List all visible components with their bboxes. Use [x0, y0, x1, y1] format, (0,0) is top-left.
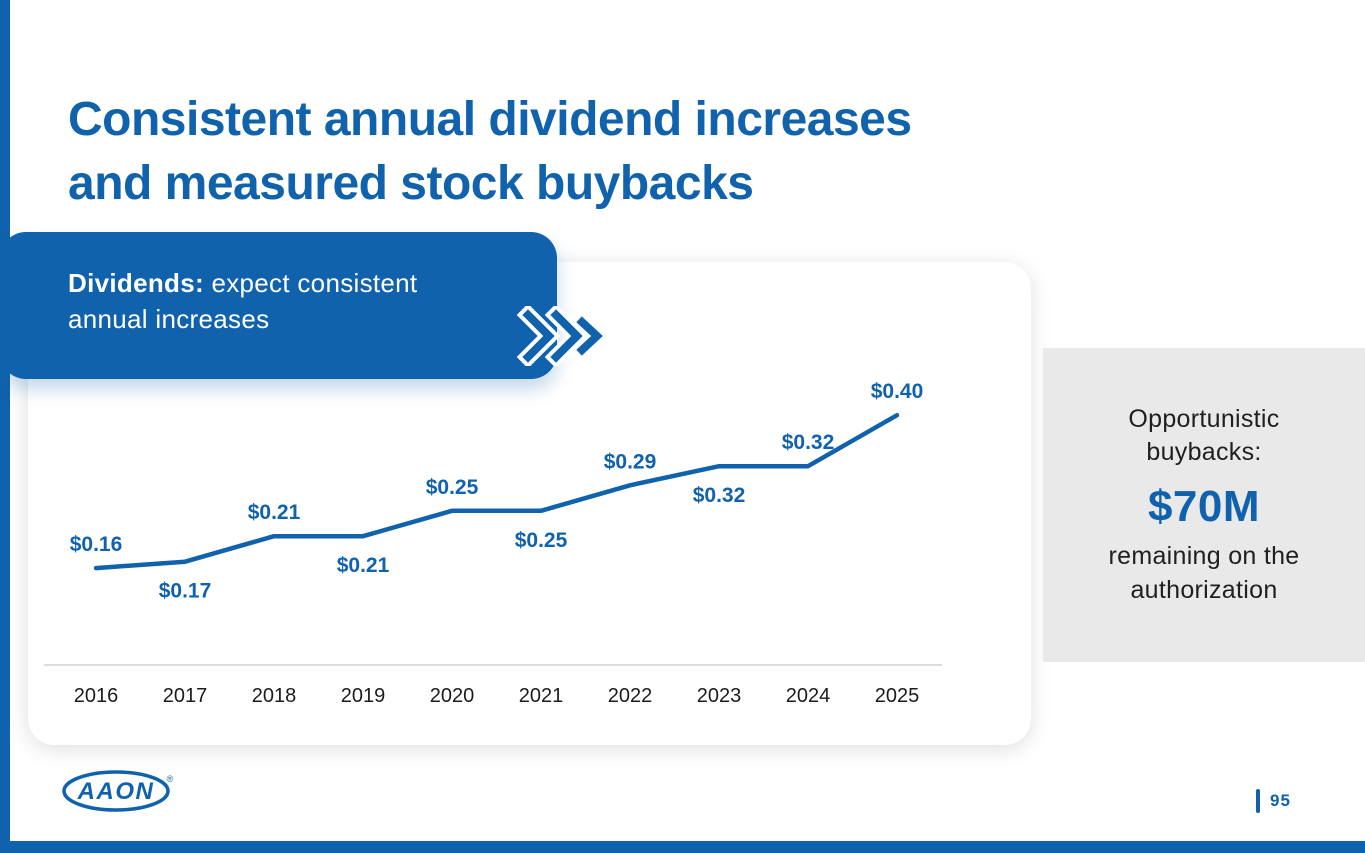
buybacks-caption: remaining on the authorization	[1108, 540, 1299, 608]
double-chevron-right-icon	[516, 306, 606, 366]
data-label: $0.40	[871, 380, 924, 403]
buybacks-caption-line2: authorization	[1130, 575, 1278, 604]
x-axis-label: 2025	[875, 685, 920, 707]
buybacks-heading-line1: Opportunistic	[1128, 404, 1280, 433]
dividends-callout-line1: expect consistent	[211, 268, 418, 298]
dividend-chart: $0.16 2016 $0.17 2017 $0.21 2018 $0.21 2019 $0.2…	[44, 380, 942, 707]
data-label: $0.16	[70, 533, 123, 556]
data-label: $0.17	[159, 580, 212, 603]
page-number-divider	[1256, 789, 1260, 813]
data-label: $0.21	[248, 501, 301, 524]
data-label: $0.32	[782, 431, 835, 454]
dividends-callout-text: Dividends: expect consistent annual incr…	[0, 232, 557, 338]
data-label: $0.25	[515, 529, 568, 552]
buybacks-caption-line1: remaining on the	[1108, 542, 1300, 570]
bottom-accent-bar	[0, 841, 1365, 853]
buybacks-heading-line2: buybacks:	[1146, 438, 1262, 467]
x-axis-label: 2017	[163, 685, 208, 707]
x-axis-label: 2023	[697, 685, 742, 707]
x-axis-label: 2018	[252, 685, 297, 707]
x-axis-label: 2016	[74, 685, 119, 707]
x-axis-label: 2021	[519, 685, 564, 707]
x-axis-label: 2019	[341, 685, 386, 707]
slide-title: Consistent annual dividend increases and …	[68, 88, 1168, 215]
dividends-callout-line2: annual increases	[68, 303, 270, 334]
slide-title-line1: Consistent annual dividend increases	[68, 93, 912, 147]
data-label: $0.32	[693, 484, 746, 507]
left-accent-bar	[0, 0, 10, 853]
slide-title-line2: and measured stock buybacks	[68, 156, 754, 210]
page-number-block: 95	[1256, 789, 1291, 813]
page-number: 95	[1270, 791, 1291, 810]
buybacks-heading: Opportunistic buybacks:	[1128, 403, 1279, 471]
aaon-logo-mark: ®	[167, 774, 174, 784]
aaon-logo: AAON ®	[62, 770, 174, 812]
buybacks-amount: $70M	[1147, 482, 1261, 531]
dividends-callout-label: Dividends:	[68, 268, 204, 298]
x-axis-label: 2022	[608, 685, 653, 707]
data-label: $0.21	[337, 554, 390, 577]
dividends-callout: Dividends: expect consistent annual incr…	[0, 232, 557, 379]
buybacks-panel: Opportunistic buybacks: $70M remaining o…	[1043, 348, 1365, 662]
x-axis-label: 2024	[786, 685, 831, 707]
data-label: $0.29	[604, 450, 657, 473]
x-axis-label: 2020	[430, 685, 475, 707]
aaon-logo-text: AAON	[77, 778, 155, 805]
data-label: $0.25	[426, 476, 479, 499]
